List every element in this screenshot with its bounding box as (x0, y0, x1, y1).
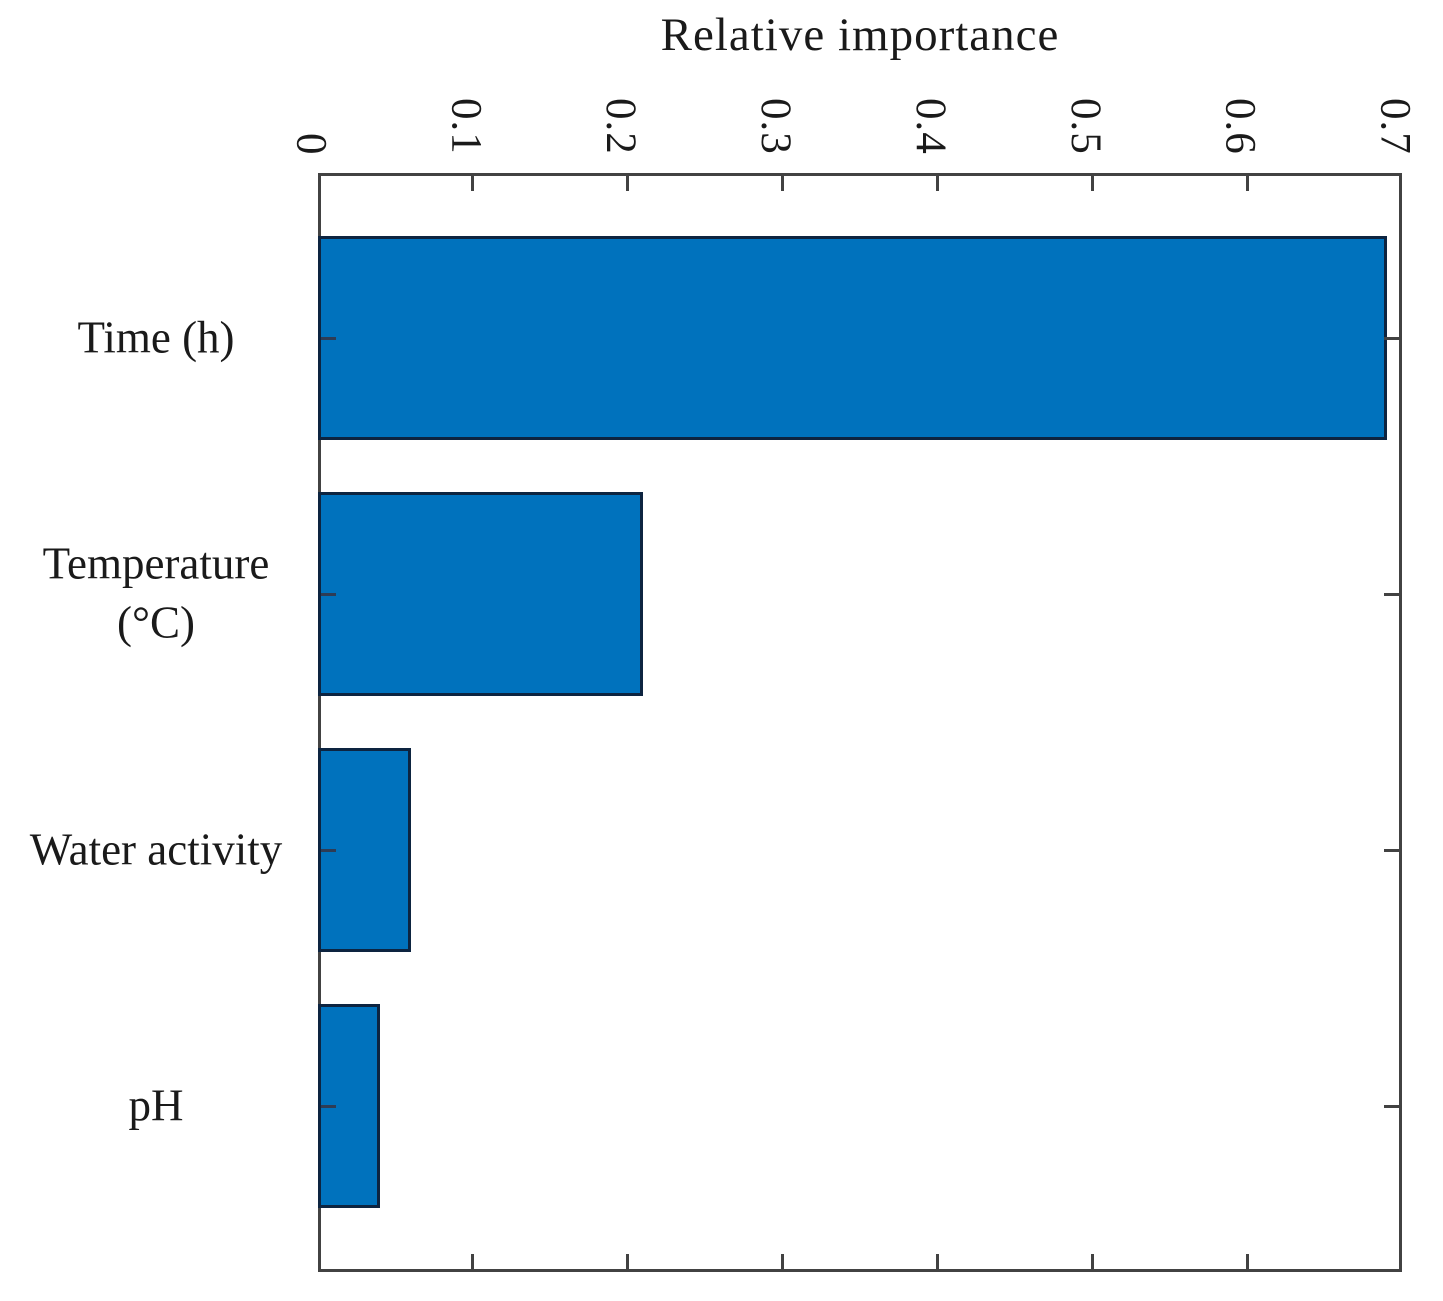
bar (318, 492, 643, 696)
y-tick-mark-right (1384, 848, 1399, 852)
x-tick-mark-bottom (626, 1254, 630, 1269)
x-tick-mark-bottom (471, 1254, 475, 1269)
category-label: pH (128, 1080, 184, 1131)
y-tick-mark-left (321, 848, 336, 852)
y-tick-mark-right (1384, 336, 1399, 340)
x-tick-mark-top (626, 176, 630, 191)
x-tick-mark-bottom (1245, 1254, 1249, 1269)
x-tick-label: 0.6 (1216, 98, 1264, 155)
x-tick-label: 0.5 (1061, 98, 1109, 155)
x-tick-label: 0.7 (1371, 98, 1419, 155)
x-tick-mark-top (935, 176, 939, 191)
x-tick-mark-top (781, 176, 785, 191)
y-tick-mark-left (321, 592, 336, 596)
category-label: Time (h) (77, 312, 235, 363)
x-tick-label: 0 (287, 132, 335, 156)
bar (318, 236, 1387, 440)
x-tick-label: 0.3 (752, 98, 800, 155)
x-tick-label: 0.1 (442, 98, 490, 155)
x-tick-label: 0.2 (597, 98, 645, 155)
x-tick-mark-top (471, 176, 475, 191)
y-tick-mark-left (321, 336, 336, 340)
y-tick-mark-right (1384, 592, 1399, 596)
x-tick-mark-top (1245, 176, 1249, 191)
x-axis-label: Relative importance (660, 9, 1060, 61)
x-tick-mark-top (1090, 176, 1094, 191)
category-label: Temperature (°C) (42, 538, 270, 648)
x-tick-mark-bottom (781, 1254, 785, 1269)
x-tick-mark-bottom (1090, 1254, 1094, 1269)
x-tick-label: 0.4 (906, 98, 954, 155)
y-tick-mark-left (321, 1104, 336, 1108)
category-label: Water activity (29, 824, 283, 875)
y-tick-mark-right (1384, 1104, 1399, 1108)
x-tick-mark-bottom (935, 1254, 939, 1269)
